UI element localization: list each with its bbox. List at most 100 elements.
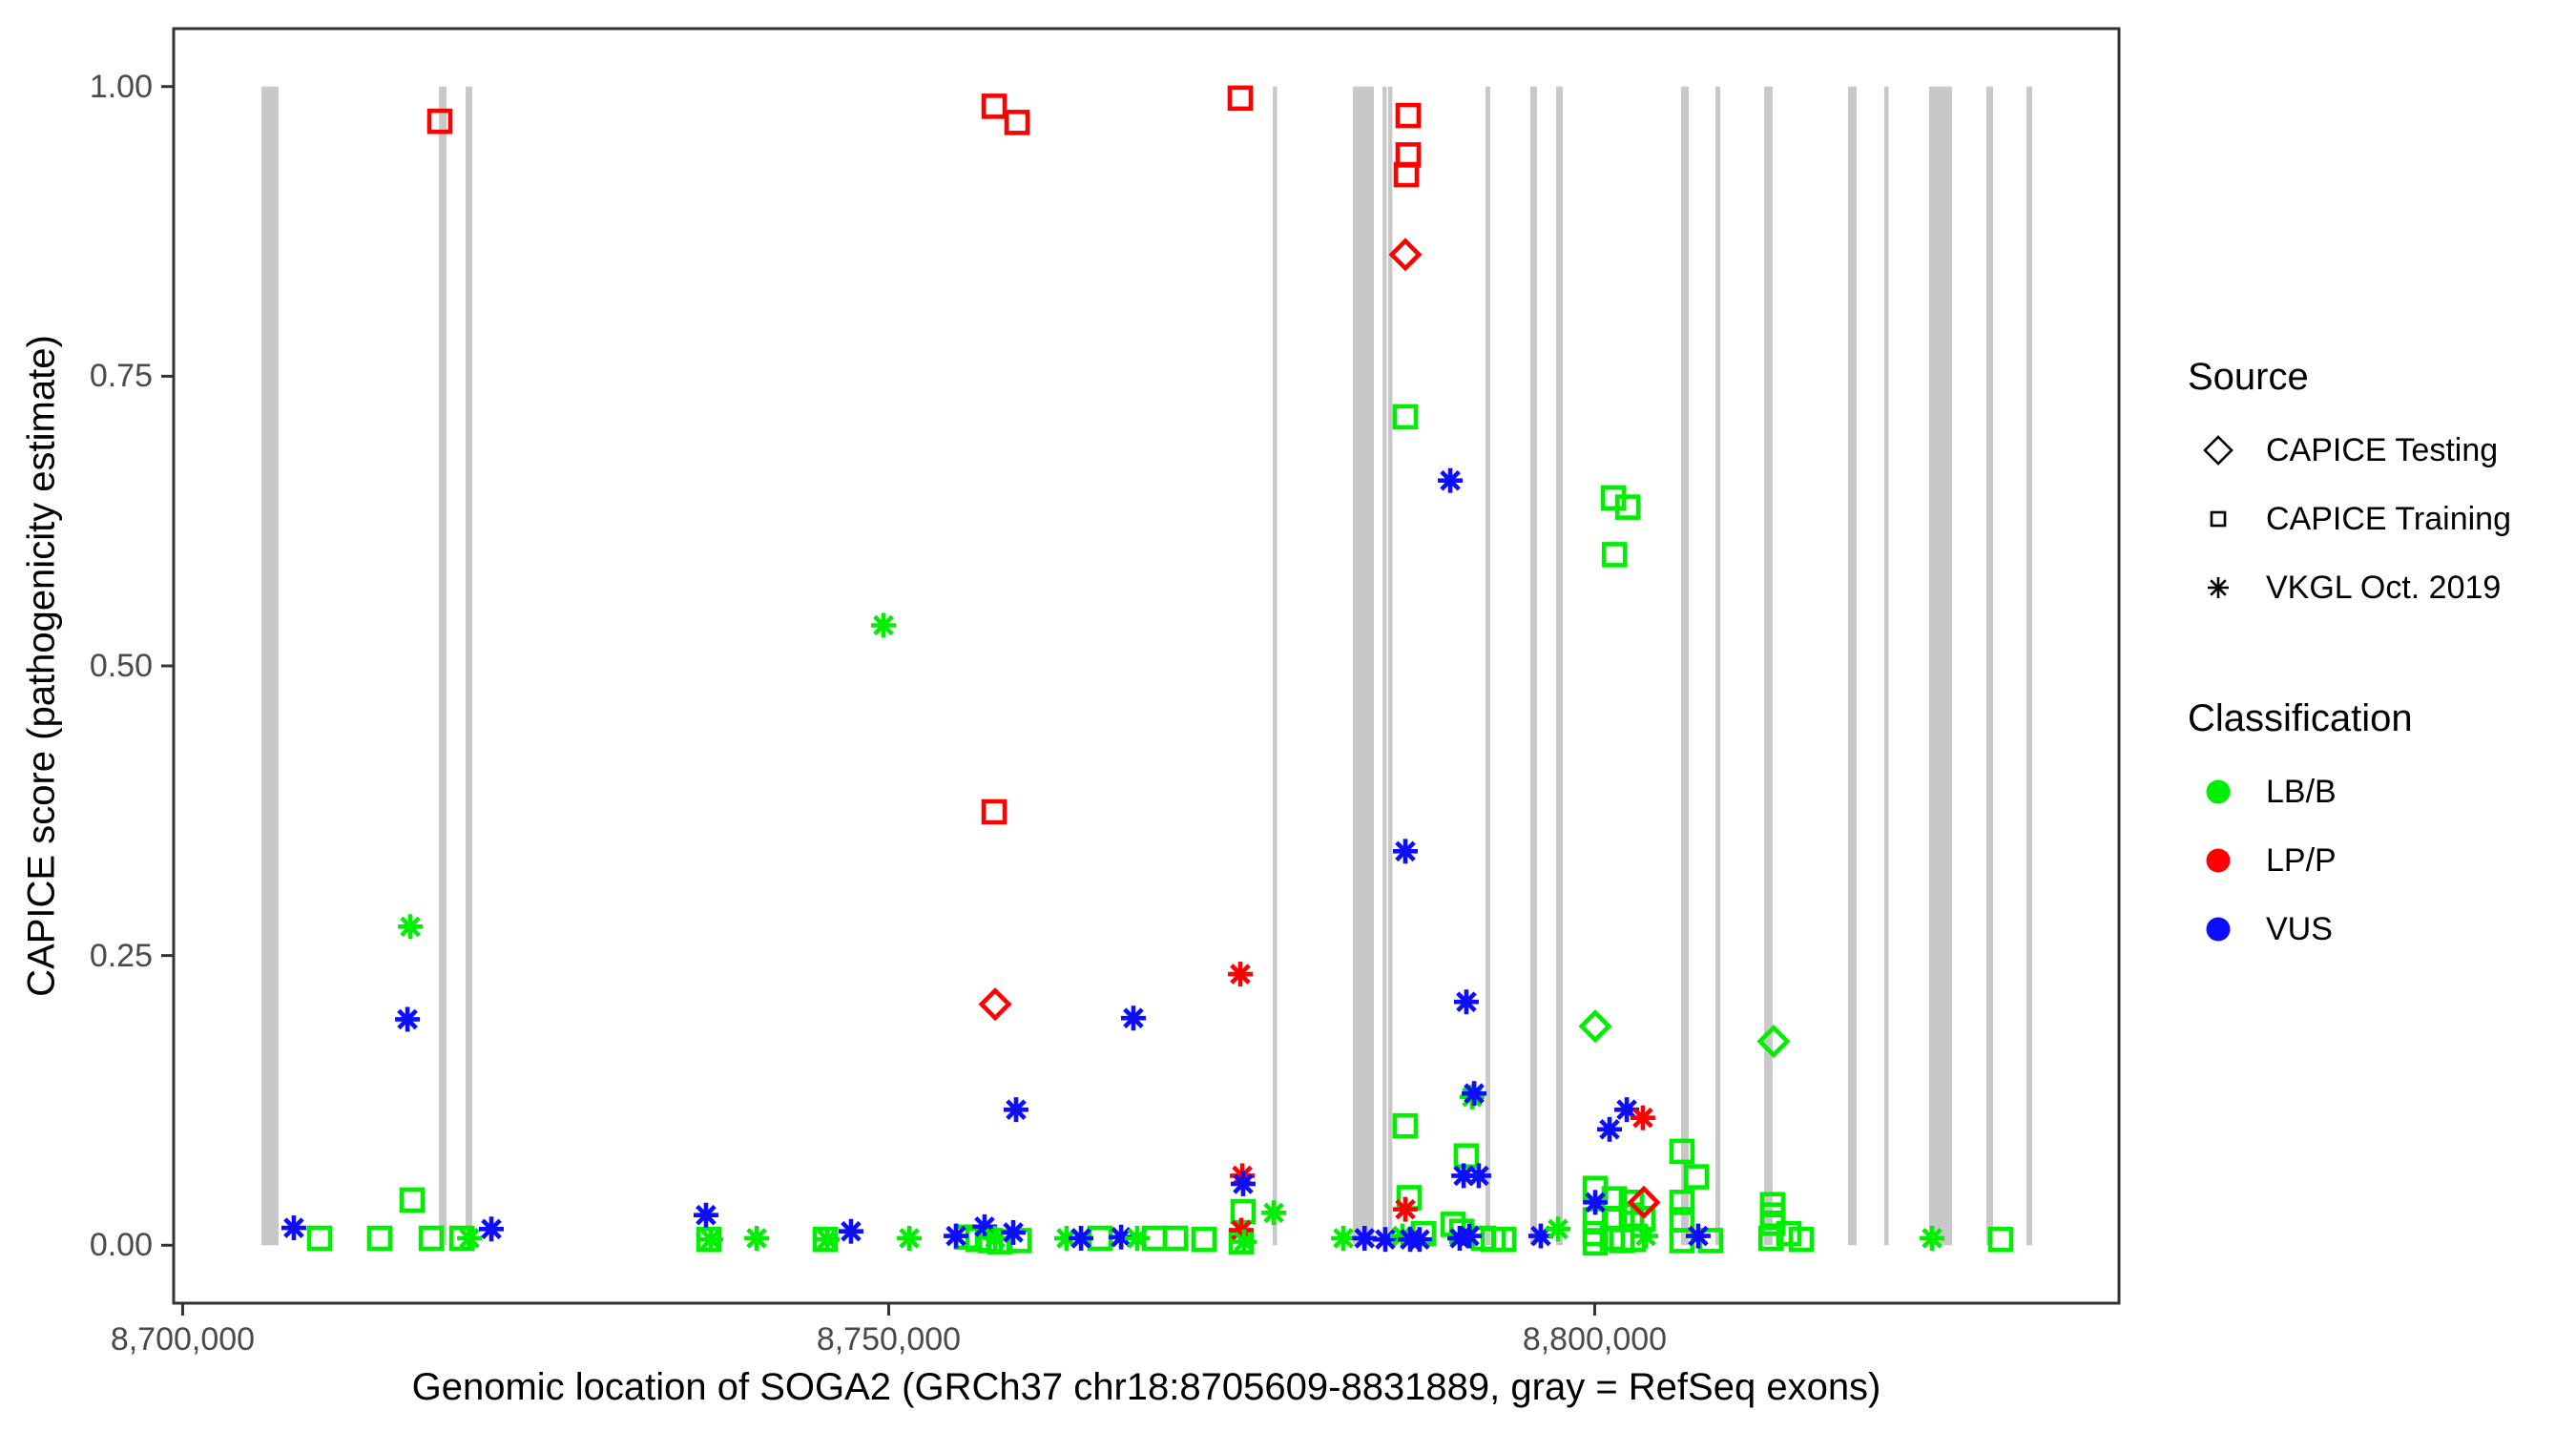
x-tick-label: 8,750,000 (816, 1321, 962, 1358)
legend-marker (2188, 566, 2249, 610)
y-tick-label: 0.25 (89, 937, 153, 974)
data-point (981, 798, 1008, 825)
data-point (1462, 1081, 1487, 1107)
exon-bar (1556, 86, 1564, 1246)
legend-classification-title: Classification (2188, 697, 2413, 739)
legend-item-capice-training: CAPICE Training (2188, 485, 2569, 553)
exon-bar (1884, 86, 1889, 1246)
legend-label: LB/B (2266, 773, 2337, 810)
data-point (1393, 839, 1418, 864)
data-point (1465, 1163, 1491, 1189)
data-point (1457, 1223, 1483, 1249)
data-point (280, 1215, 306, 1241)
data-point (479, 1216, 504, 1242)
y-axis-title: CAPICE score (pathogenicity estimate) (20, 335, 63, 997)
data-point (1438, 467, 1464, 493)
exon-bar (1352, 86, 1375, 1246)
lp-p-legend-icon (2206, 848, 2231, 873)
data-point (897, 1226, 923, 1251)
data-point (1331, 1226, 1357, 1251)
data-point (1614, 494, 1641, 520)
data-point (1392, 404, 1419, 430)
data-point (1069, 1226, 1094, 1251)
exon-bar (1681, 86, 1690, 1246)
exon-bar (2026, 86, 2032, 1246)
legend-classification-items: LB/B LP/P VUS (2188, 757, 2569, 964)
data-point (698, 1227, 723, 1253)
data-point (1546, 1216, 1570, 1242)
data-point (1683, 1164, 1710, 1190)
square-legend-icon (2210, 510, 2227, 528)
data-point (1788, 1226, 1815, 1253)
data-point (1756, 1024, 1791, 1059)
vus-legend-icon (2206, 917, 2231, 942)
data-point (1191, 1226, 1217, 1253)
data-point (1757, 1225, 1784, 1252)
data-point (1392, 1112, 1419, 1139)
data-point (395, 1006, 421, 1032)
data-points (280, 85, 2014, 1256)
asterisk-legend-icon (2208, 577, 2229, 598)
data-point (1630, 1105, 1655, 1130)
data-point (1578, 1009, 1612, 1044)
exon-bar (1529, 86, 1537, 1246)
legend-marker (2188, 428, 2249, 472)
exon-bar (1273, 86, 1278, 1246)
data-point (838, 1218, 863, 1244)
data-point (1582, 1230, 1609, 1256)
data-point (1987, 1226, 2014, 1253)
data-point (1261, 1200, 1287, 1226)
legend-label: VKGL Oct. 2019 (2266, 569, 2502, 606)
data-point (1162, 1225, 1189, 1252)
legend-label: CAPICE Testing (2266, 431, 2499, 468)
data-point (1490, 1226, 1517, 1253)
data-point (1451, 1163, 1477, 1189)
data-point (1352, 1226, 1378, 1251)
data-point (1003, 1097, 1028, 1123)
data-point (398, 914, 424, 940)
lb-b-legend-icon (2206, 779, 2231, 804)
legend-marker (2188, 839, 2249, 882)
data-point (1627, 1185, 1661, 1219)
exon-bar (1928, 86, 1953, 1246)
plot-panel (174, 29, 2119, 1303)
legend-item-lp-p: LP/P (2188, 826, 2569, 895)
y-tick-label: 1.00 (89, 68, 153, 105)
legend-source-title: Source (2188, 356, 2309, 398)
exon-bar (1847, 86, 1858, 1246)
exon-bar (1387, 86, 1393, 1246)
y-tick-label: 0.50 (89, 648, 153, 684)
data-point (1601, 542, 1628, 568)
exon-bar (466, 86, 473, 1246)
x-tick-label: 8,800,000 (1522, 1321, 1668, 1358)
data-point (1227, 85, 1254, 112)
data-point (1633, 1223, 1659, 1249)
data-point (1393, 1196, 1418, 1222)
data-point (944, 1223, 969, 1249)
data-point (744, 1226, 770, 1251)
data-point (1406, 1227, 1432, 1253)
exon-bar (1485, 86, 1490, 1246)
data-point (399, 1187, 426, 1213)
data-point (1669, 1190, 1695, 1215)
data-point (871, 612, 896, 638)
legend-label: CAPICE Training (2266, 500, 2511, 537)
data-point (1685, 1223, 1711, 1249)
data-point (1228, 962, 1253, 987)
legend-marker (2188, 907, 2249, 951)
exon-bar (439, 86, 447, 1246)
exon-bar (1986, 86, 1993, 1246)
data-point (1120, 1006, 1146, 1031)
exon-bar (261, 86, 279, 1246)
exon-bar (1764, 86, 1773, 1246)
data-point (426, 108, 453, 135)
data-point (1453, 1143, 1480, 1170)
data-point (1393, 161, 1420, 188)
exon-bar (1382, 86, 1387, 1246)
data-point (815, 1227, 841, 1253)
data-point (1109, 1224, 1134, 1250)
data-point (1583, 1190, 1609, 1215)
data-point (1004, 110, 1030, 135)
data-point (1597, 1116, 1622, 1142)
